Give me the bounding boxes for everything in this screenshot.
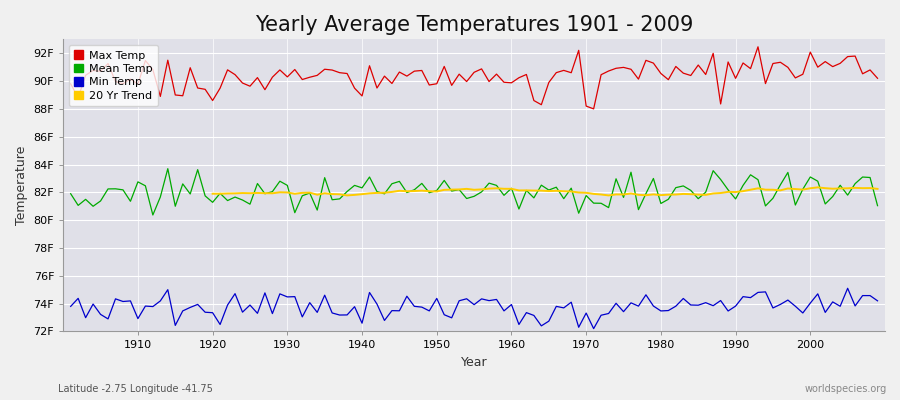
Y-axis label: Temperature: Temperature [15,146,28,225]
X-axis label: Year: Year [461,356,488,369]
Title: Yearly Average Temperatures 1901 - 2009: Yearly Average Temperatures 1901 - 2009 [255,15,693,35]
Text: Latitude -2.75 Longitude -41.75: Latitude -2.75 Longitude -41.75 [58,384,213,394]
Legend: Max Temp, Mean Temp, Min Temp, 20 Yr Trend: Max Temp, Mean Temp, Min Temp, 20 Yr Tre… [68,45,158,106]
Text: worldspecies.org: worldspecies.org [805,384,886,394]
